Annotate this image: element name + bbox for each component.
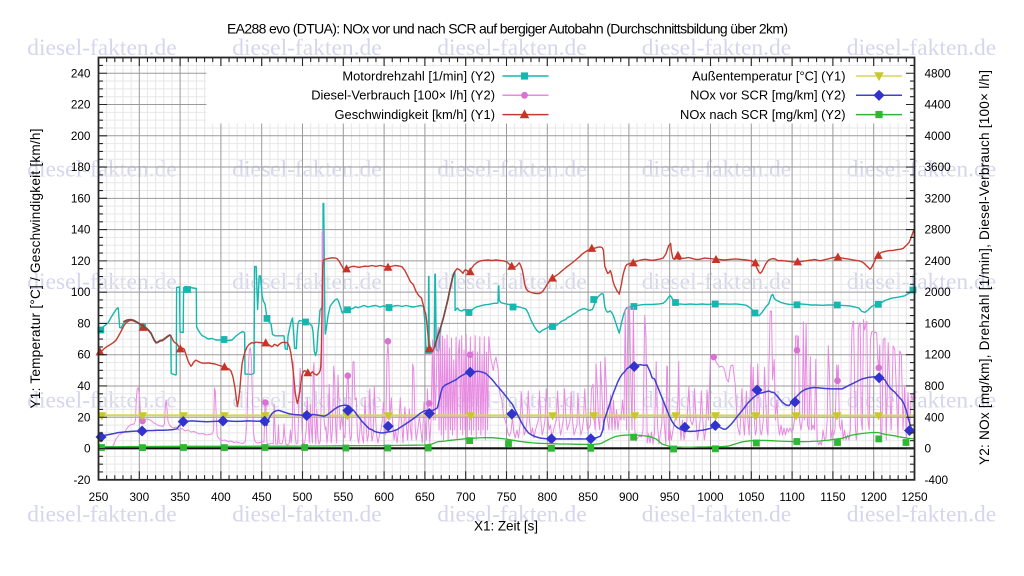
svg-text:1200: 1200 [925, 348, 952, 362]
svg-text:60: 60 [77, 348, 91, 362]
svg-text:diesel-fakten.de: diesel-fakten.de [847, 502, 996, 528]
svg-text:240: 240 [71, 66, 91, 80]
svg-text:100: 100 [71, 285, 91, 299]
svg-text:diesel-fakten.de: diesel-fakten.de [642, 157, 791, 183]
svg-text:2800: 2800 [925, 223, 952, 237]
svg-text:diesel-fakten.de: diesel-fakten.de [437, 157, 586, 183]
svg-text:120: 120 [71, 254, 91, 268]
svg-text:-20: -20 [73, 473, 90, 487]
svg-text:diesel-fakten.de: diesel-fakten.de [232, 157, 381, 183]
svg-text:2000: 2000 [925, 285, 952, 299]
svg-text:950: 950 [660, 490, 680, 504]
svg-text:180: 180 [71, 160, 91, 174]
svg-text:diesel-fakten.de: diesel-fakten.de [27, 157, 176, 183]
svg-text:450: 450 [252, 490, 272, 504]
svg-text:40: 40 [77, 379, 91, 393]
svg-text:400: 400 [925, 410, 945, 424]
svg-text:0: 0 [84, 442, 91, 456]
svg-text:350: 350 [170, 490, 190, 504]
svg-text:diesel-fakten.de: diesel-fakten.de [232, 502, 381, 528]
svg-text:X1: Zeit [s]: X1: Zeit [s] [474, 519, 538, 534]
svg-text:4000: 4000 [925, 129, 952, 143]
svg-text:1050: 1050 [738, 490, 765, 504]
svg-text:1600: 1600 [925, 317, 952, 331]
svg-text:diesel-fakten.de: diesel-fakten.de [27, 502, 176, 528]
svg-text:diesel-fakten.de: diesel-fakten.de [642, 269, 791, 295]
svg-text:1000: 1000 [697, 490, 724, 504]
svg-text:300: 300 [129, 490, 149, 504]
svg-text:80: 80 [77, 317, 91, 331]
svg-text:Außentemperatur [°C] (Y1): Außentemperatur [°C] (Y1) [692, 68, 845, 83]
svg-text:800: 800 [537, 490, 557, 504]
svg-text:600: 600 [374, 490, 394, 504]
svg-text:3200: 3200 [925, 191, 952, 205]
svg-text:750: 750 [497, 490, 517, 504]
svg-text:140: 140 [71, 223, 91, 237]
svg-text:220: 220 [71, 98, 91, 112]
svg-text:1150: 1150 [820, 490, 846, 504]
svg-text:200: 200 [71, 129, 91, 143]
svg-text:Diesel-Verbrauch [100× l/h] (Y: Diesel-Verbrauch [100× l/h] (Y2) [311, 88, 495, 103]
svg-text:500: 500 [293, 490, 313, 504]
svg-text:1100: 1100 [779, 490, 805, 504]
svg-text:650: 650 [415, 490, 435, 504]
svg-text:-400: -400 [925, 473, 949, 487]
svg-text:diesel-fakten.de: diesel-fakten.de [847, 269, 996, 295]
svg-text:4400: 4400 [925, 98, 952, 112]
svg-text:3600: 3600 [925, 160, 952, 174]
svg-text:NOx vor SCR [mg/km] (Y2): NOx vor SCR [mg/km] (Y2) [690, 88, 845, 103]
svg-text:0: 0 [925, 442, 932, 456]
svg-text:diesel-fakten.de: diesel-fakten.de [27, 269, 176, 295]
svg-text:250: 250 [89, 490, 109, 504]
svg-text:diesel-fakten.de: diesel-fakten.de [642, 502, 791, 528]
svg-text:550: 550 [333, 490, 353, 504]
svg-text:diesel-fakten.de: diesel-fakten.de [437, 502, 586, 528]
svg-text:diesel-fakten.de: diesel-fakten.de [437, 269, 586, 295]
svg-text:900: 900 [619, 490, 639, 504]
svg-text:700: 700 [456, 490, 476, 504]
svg-text:2400: 2400 [925, 254, 952, 268]
svg-text:Y2: NOx [mg/km], Drehzahl [1/m: Y2: NOx [mg/km], Drehzahl [1/min], Diese… [977, 70, 992, 465]
svg-text:20: 20 [77, 410, 91, 424]
svg-text:850: 850 [578, 490, 598, 504]
svg-text:NOx nach SCR [mg/km] (Y2): NOx nach SCR [mg/km] (Y2) [680, 107, 845, 122]
svg-text:1250: 1250 [901, 490, 928, 504]
svg-text:400: 400 [211, 490, 231, 504]
svg-text:1200: 1200 [861, 490, 888, 504]
svg-text:diesel-fakten.de: diesel-fakten.de [847, 157, 996, 183]
svg-text:800: 800 [925, 379, 945, 393]
svg-text:Motordrehzahl [1/min] (Y2): Motordrehzahl [1/min] (Y2) [342, 68, 495, 83]
svg-text:4800: 4800 [925, 66, 952, 80]
svg-text:160: 160 [71, 191, 91, 205]
svg-text:Y1: Temperatur [°C] / Geschwin: Y1: Temperatur [°C] / Geschwindigkeit [k… [28, 129, 43, 409]
svg-text:EA288 evo (DTUA): NOx vor und: EA288 evo (DTUA): NOx vor und nach SCR a… [227, 21, 788, 37]
svg-text:Geschwindigkeit [km/h] (Y1): Geschwindigkeit [km/h] (Y1) [335, 107, 495, 122]
